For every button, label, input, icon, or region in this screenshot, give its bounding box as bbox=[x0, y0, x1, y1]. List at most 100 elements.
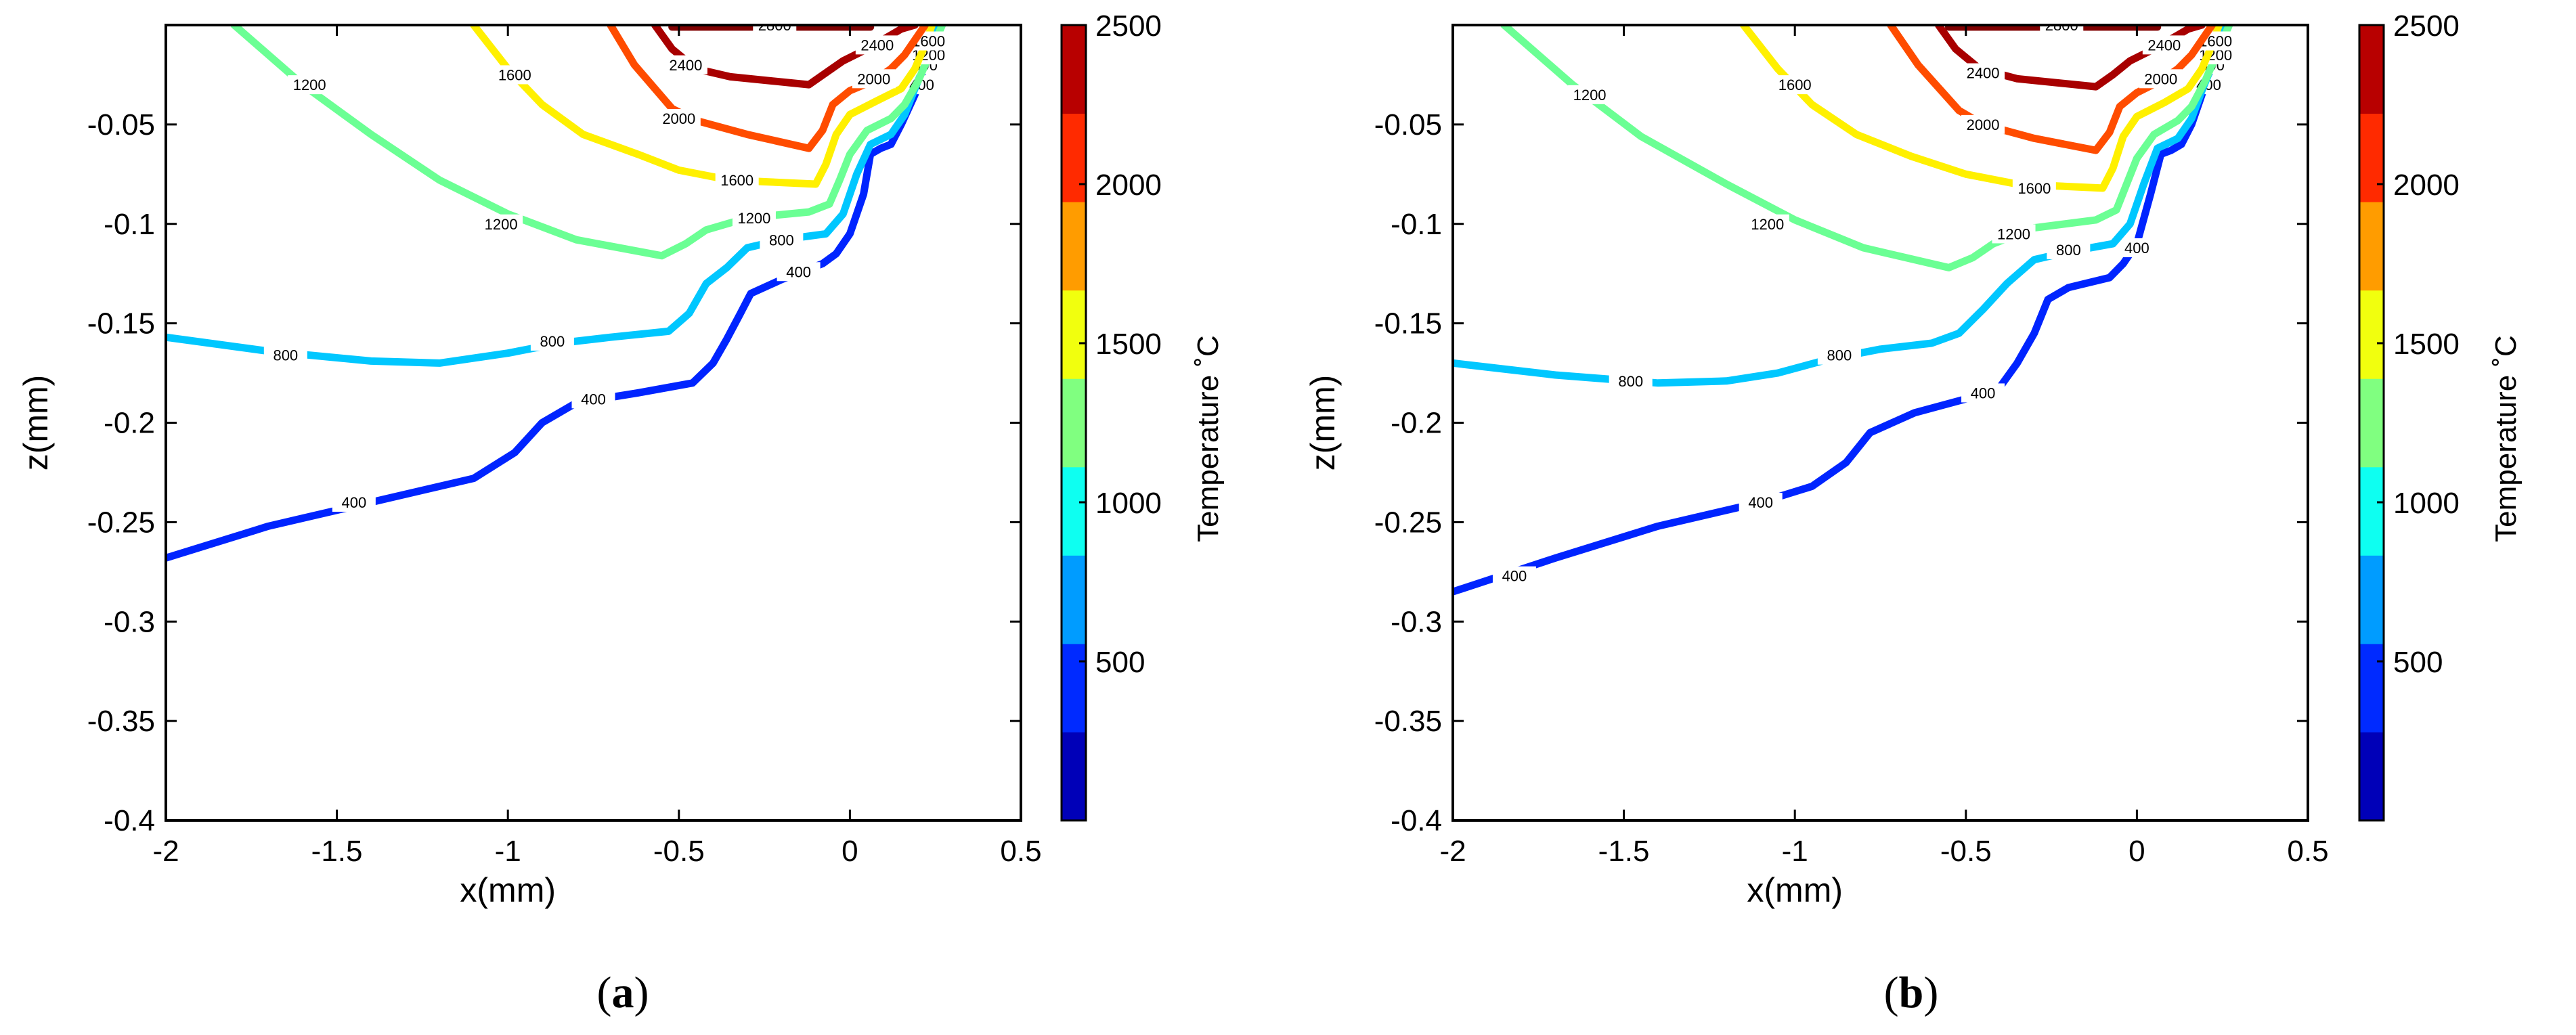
colorbar-band bbox=[2359, 290, 2384, 379]
contour-label-bg bbox=[1568, 85, 1612, 104]
contour-line-1600 bbox=[470, 25, 936, 188]
colorbar-tick-label: 2500 bbox=[1095, 9, 1162, 43]
contour-label: 800 bbox=[540, 333, 565, 350]
y-axis-label: z(mm) bbox=[1304, 375, 1342, 471]
contour-label: 2000 bbox=[857, 70, 890, 87]
y-tick-label: -0.15 bbox=[1374, 307, 1442, 340]
colorbar-tick-label: 2000 bbox=[1095, 169, 1162, 202]
contour-label: 800 bbox=[769, 232, 794, 248]
colorbar-band bbox=[1062, 25, 1086, 114]
contour-label: 400 bbox=[1502, 568, 1527, 585]
colorbar-band bbox=[2359, 732, 2384, 821]
x-tick-label: -2 bbox=[1439, 835, 1466, 868]
colorbar-band bbox=[1062, 378, 1086, 468]
contour-label-bg bbox=[760, 230, 804, 250]
contour-label: 2800 bbox=[2045, 17, 2078, 34]
contour-label-bg bbox=[715, 171, 759, 190]
y-tick-label: -0.2 bbox=[1391, 407, 1442, 440]
y-tick-label: -0.25 bbox=[87, 506, 155, 539]
contour-label: 800 bbox=[1827, 347, 1852, 364]
contour-label: 2400 bbox=[669, 57, 702, 74]
colorbar-frame bbox=[1060, 24, 1087, 822]
contour-label-bg bbox=[753, 25, 797, 35]
y-tick-label: -0.4 bbox=[104, 804, 155, 837]
plot-area bbox=[1453, 25, 2308, 820]
y-tick-label: -0.1 bbox=[1391, 208, 1442, 241]
contour-label: 1600 bbox=[2017, 180, 2051, 197]
contour-label: 1200 bbox=[293, 76, 326, 93]
x-tick-label: -1.5 bbox=[311, 835, 363, 868]
contour-label-bg bbox=[263, 345, 307, 365]
y-tick-label: -0.15 bbox=[87, 307, 155, 340]
contour-line-2000 bbox=[1887, 25, 2216, 154]
colorbar-band bbox=[1062, 732, 1086, 821]
x-tick-label: 0 bbox=[2129, 835, 2145, 868]
contour-label-bg bbox=[663, 55, 707, 74]
contour-label: 2400 bbox=[860, 37, 894, 53]
contour-group: 4004004004004008008008008001200120012001… bbox=[1453, 17, 2237, 596]
contour-label: 1200 bbox=[485, 216, 518, 233]
contour-label: 1600 bbox=[1778, 76, 1812, 93]
contour-label-bg bbox=[1609, 371, 1653, 391]
x-axis-label: x(mm) bbox=[1747, 871, 1843, 909]
contour-line-1600 bbox=[1739, 25, 2223, 192]
y-tick-label: -0.25 bbox=[1374, 506, 1442, 539]
contour-label-bg bbox=[777, 262, 821, 282]
contour-label: 1600 bbox=[498, 66, 531, 83]
x-tick-label: -0.5 bbox=[1940, 835, 1992, 868]
contour-label: 1200 bbox=[1573, 87, 1607, 104]
contour-line-400 bbox=[1453, 25, 2227, 596]
x-tick-label: 0.5 bbox=[2287, 835, 2328, 868]
contour-label: 800 bbox=[273, 347, 298, 364]
contour-label: 2000 bbox=[662, 110, 695, 127]
colorbar-band bbox=[1062, 202, 1086, 291]
colorbar-tick-label: 500 bbox=[1095, 646, 1145, 679]
contour-label-bg bbox=[1745, 214, 1789, 234]
contour-label-bg bbox=[855, 35, 899, 55]
x-tick-label: -2 bbox=[152, 835, 179, 868]
contour-label-bg bbox=[1739, 493, 1783, 512]
colorbar: 500 1000 1500 2000 2500 Temperature ˚C bbox=[2358, 9, 2523, 822]
contour-label: 2400 bbox=[1967, 65, 2000, 82]
colorbar-band bbox=[1062, 466, 1086, 556]
contour-label: 800 bbox=[1618, 373, 1643, 390]
colorbar-title: Temperature ˚C bbox=[1192, 335, 1225, 542]
x-axis-label: x(mm) bbox=[460, 871, 556, 909]
colorbar-tick-label: 500 bbox=[2393, 646, 2443, 679]
y-axis-label: z(mm) bbox=[17, 375, 55, 471]
contour-label-bg bbox=[1773, 75, 1817, 95]
x-tick-label: -0.5 bbox=[653, 835, 705, 868]
contour-label: 400 bbox=[1971, 384, 1996, 401]
y-tick-label: -0.05 bbox=[1374, 108, 1442, 141]
colorbar-title: Temperature ˚C bbox=[2489, 335, 2523, 542]
contour-line-800 bbox=[1453, 25, 2230, 387]
y-tick-label: -0.3 bbox=[1391, 605, 1442, 638]
y-tick-label: -0.05 bbox=[87, 108, 155, 141]
colorbar-band bbox=[2359, 202, 2384, 291]
colorbar-tick-label: 2500 bbox=[2393, 9, 2460, 43]
colorbar-band bbox=[2359, 25, 2384, 114]
contour-line-400 bbox=[166, 25, 940, 562]
contour-label-bg bbox=[852, 69, 896, 89]
contour-line-1200 bbox=[230, 25, 946, 260]
colorbar-tick-label: 1000 bbox=[1095, 487, 1162, 520]
colorbar-tick-label: 2000 bbox=[2393, 169, 2460, 202]
contour-label: 400 bbox=[2124, 240, 2149, 257]
contour-line-1200 bbox=[1500, 25, 2233, 271]
colorbar-band bbox=[2359, 643, 2384, 732]
colorbar-tick-label: 1500 bbox=[1095, 328, 1162, 361]
x-tick-label: -1 bbox=[1782, 835, 1808, 868]
contour-label-bg bbox=[2115, 238, 2159, 257]
y-tick-label: -0.2 bbox=[104, 407, 155, 440]
x-tick-label: -1.5 bbox=[1598, 835, 1650, 868]
contour-label: 400 bbox=[786, 263, 811, 280]
y-tick-label: -0.3 bbox=[104, 605, 155, 638]
contour-label-bg bbox=[2142, 35, 2186, 55]
contour-label-bg bbox=[2139, 69, 2183, 89]
colorbar-band bbox=[2359, 378, 2384, 468]
colorbar: 500 1000 1500 2000 2500 Temperature ˚C bbox=[1060, 9, 1225, 822]
contour-label: 2800 bbox=[758, 17, 791, 34]
